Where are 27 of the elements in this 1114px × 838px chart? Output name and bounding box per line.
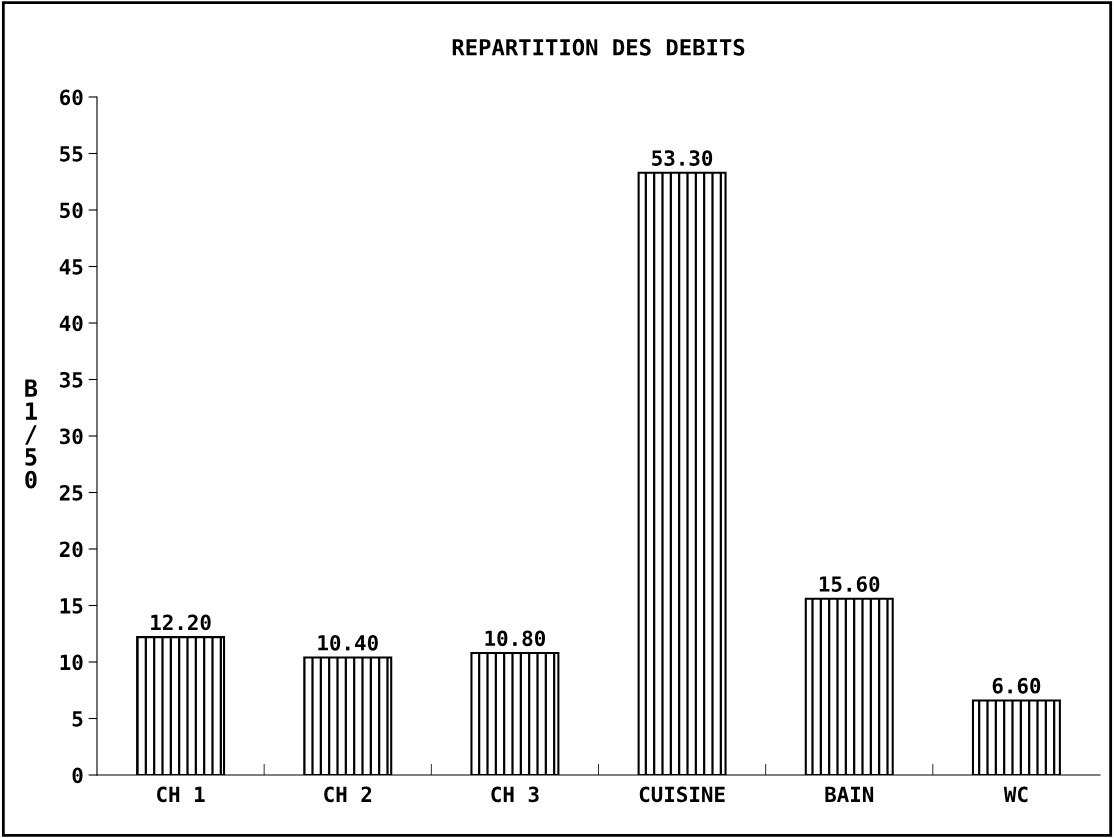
data-label: 10.40 — [318, 634, 378, 651]
y-tick-label: 45 — [59, 259, 83, 275]
y-tick-label: 55 — [60, 146, 83, 162]
data-label: 10.80 — [485, 630, 546, 647]
data-label: 15.60 — [819, 576, 880, 592]
y-tick-label: 20 — [59, 541, 83, 558]
data-label: 53.30 — [652, 150, 713, 166]
y-tick-label: 0 — [72, 767, 83, 784]
x-tick-label: CH 1 — [157, 786, 205, 803]
y-axis-title: B1/50 — [25, 379, 38, 489]
x-tick-label: CH 3 — [491, 786, 539, 803]
y-tick-label: 30 — [59, 428, 83, 445]
y-tick-label: 60 — [60, 89, 83, 106]
x-tick-label: CUISINE — [639, 786, 725, 803]
y-tick-label: 35 — [59, 371, 83, 388]
data-label: 12.20 — [151, 614, 211, 631]
y-tick-label: 15 — [60, 598, 83, 614]
data-label: 6.60 — [992, 677, 1041, 694]
chart-title: REPARTITION DES DEBITS — [452, 38, 745, 56]
x-tick-label: CH 2 — [324, 786, 372, 803]
y-tick-label: 10 — [60, 654, 83, 671]
x-tick-label: WC — [1003, 786, 1028, 803]
x-tick-label: BAIN — [825, 786, 874, 802]
y-tick-label: 5 — [72, 711, 83, 727]
y-tick-label: 50 — [60, 202, 83, 219]
y-tick-label: 25 — [59, 484, 83, 501]
y-tick-label: 40 — [59, 315, 83, 332]
